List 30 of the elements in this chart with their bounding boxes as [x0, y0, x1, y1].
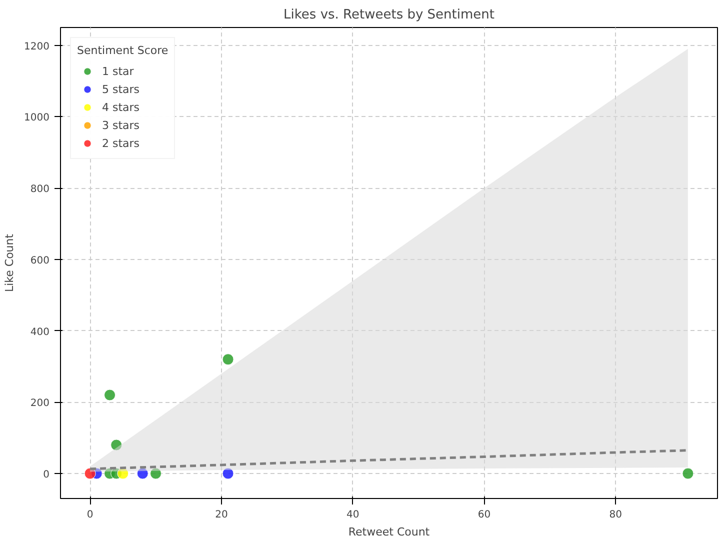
point	[117, 468, 129, 480]
y-tick-label: 600	[30, 255, 50, 266]
point	[136, 468, 148, 480]
x-tick-label: 20	[215, 510, 228, 520]
point	[110, 439, 122, 451]
x-tick-label: 40	[346, 510, 360, 520]
y-tick-label: 0	[43, 470, 50, 481]
point	[682, 468, 694, 480]
y-tick-label: 200	[30, 398, 50, 410]
chart-title: Likes vs. Retweets by Sentiment	[284, 8, 495, 22]
y-tick-label: 1200	[24, 41, 50, 52]
legend-label: 4 stars	[102, 100, 140, 116]
x-axis-title: Retweet Count	[348, 526, 430, 538]
legend-label: 2 stars	[102, 136, 140, 152]
point	[150, 468, 162, 480]
y-tick-label: 1000	[24, 112, 50, 124]
y-tick-label: 400	[30, 326, 50, 338]
x-tick-label: 60	[478, 510, 491, 520]
point	[104, 389, 116, 401]
point	[222, 468, 234, 480]
x-tick-label: 0	[86, 510, 94, 520]
legend-title: Sentiment Score	[77, 44, 168, 57]
legend-label: 1 star	[102, 64, 134, 80]
y-axis-title: Like Count	[3, 233, 16, 292]
point	[222, 354, 234, 366]
y-tick-label: 800	[30, 184, 50, 196]
x-tick-label: 80	[609, 510, 622, 520]
legend-label: 3 stars	[102, 118, 140, 134]
legend-label: 5 stars	[102, 82, 140, 98]
point	[84, 468, 96, 480]
